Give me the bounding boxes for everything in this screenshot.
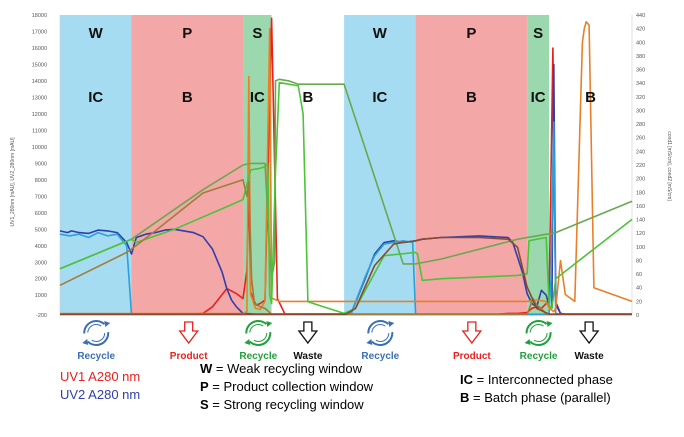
left-tick-label: 2000: [35, 277, 47, 283]
right-tick-label: 340: [636, 81, 645, 87]
phase-band: [527, 15, 550, 315]
phase-band: [60, 15, 132, 315]
mode-label: B: [585, 89, 596, 106]
mode-label: IC: [250, 89, 265, 106]
left-tick-label: 9000: [35, 161, 47, 167]
step-label: Waste: [293, 351, 323, 362]
phase-labels: W IC P B S IC B W IC P B S IC B: [88, 25, 596, 106]
legend-uv1: UV1 A280 nm: [60, 369, 141, 384]
right-tick-label: 20: [636, 299, 642, 305]
window-label: W: [373, 25, 388, 42]
right-tick-label: 320: [636, 95, 645, 101]
right-tick-label: 60: [636, 272, 642, 278]
right-tick-label: 100: [636, 245, 645, 251]
left-tick-label: 6000: [35, 211, 47, 217]
right-tick-label: 180: [636, 190, 645, 196]
down-arrow-icon: [297, 321, 319, 345]
legend-phases: IC = Interconnected phase B = Batch phas…: [460, 371, 613, 407]
right-tick-label: 300: [636, 108, 645, 114]
series-line: [59, 78, 633, 280]
left-tick-label: 12000: [32, 112, 47, 118]
left-tick-label: 11000: [32, 128, 47, 134]
right-tick-label: 240: [636, 149, 645, 155]
series-traces: [59, 17, 633, 316]
right-tick-label: 200: [636, 177, 645, 183]
legend-ic: IC = Interconnected phase: [460, 372, 613, 387]
left-tick-label: 15000: [32, 62, 47, 68]
left-axis-title: UV1_280nm [mAU], UV2_280nm [mAU]: [10, 137, 16, 227]
left-tick-label: 14000: [32, 79, 47, 85]
step-label: Recycle: [520, 351, 558, 362]
step-label: Recycle: [77, 351, 115, 362]
series-line: [59, 81, 633, 315]
down-arrow-icon: [178, 321, 199, 345]
right-tick-label: 40: [636, 286, 642, 292]
right-tick-label: 0: [636, 313, 639, 319]
right-tick-label: 140: [636, 218, 645, 224]
left-tick-label: 4000: [35, 244, 47, 250]
mode-label: IC: [88, 89, 103, 106]
legend-uv2: UV2 A280 nm: [60, 387, 141, 402]
left-tick-label: 8000: [35, 178, 47, 184]
recycle-icon: [366, 320, 395, 346]
right-tick-label: 160: [636, 204, 645, 210]
series-line: [60, 20, 633, 315]
left-tick-label: 7000: [35, 194, 47, 200]
legend-w: W = Weak recycling window: [200, 361, 362, 376]
right-tick-label: 260: [636, 136, 645, 142]
recycle-icon: [82, 320, 111, 346]
window-label: P: [182, 25, 192, 42]
right-tick-label: 220: [636, 163, 645, 169]
left-tick-label: -200: [36, 313, 47, 319]
right-tick-label: 440: [636, 13, 645, 19]
recycle-icon: [244, 320, 273, 346]
window-label: S: [252, 25, 262, 42]
right-tick-label: 400: [636, 40, 645, 46]
right-tick-label: 280: [636, 122, 645, 128]
recycle-icon: [524, 320, 553, 346]
down-arrow-icon: [578, 321, 600, 345]
step-label: Recycle: [239, 351, 277, 362]
right-axis-title: cond1 [mS/cm], cond2 [mS/cm]: [666, 131, 672, 201]
right-tick-label: 360: [636, 68, 645, 74]
step-label: Product: [170, 351, 208, 362]
left-tick-label: 17000: [32, 29, 47, 35]
right-tick-label: 380: [636, 54, 645, 60]
phase-band: [344, 15, 416, 315]
phase-band: [415, 15, 528, 315]
left-tick-label: 1000: [35, 293, 47, 299]
legend-s: S = Strong recycling window: [200, 397, 364, 412]
mode-label: B: [466, 89, 477, 106]
mode-label: B: [302, 89, 313, 106]
series-line: [60, 236, 632, 316]
phase-band: [271, 15, 345, 315]
left-tick-label: 3000: [35, 260, 47, 266]
right-tick-label: 80: [636, 258, 642, 264]
right-tick-label: 120: [636, 231, 645, 237]
step-label: Recycle: [361, 351, 399, 362]
left-tick-label: 13000: [32, 95, 47, 101]
mode-label: IC: [531, 89, 546, 106]
window-label: S: [533, 25, 543, 42]
phase-band: [131, 15, 244, 315]
left-tick-label: 10000: [32, 145, 47, 151]
left-tick-label: 5000: [35, 227, 47, 233]
phase-bands: [60, 15, 632, 315]
step-label: Product: [453, 351, 491, 362]
mode-label: B: [182, 89, 193, 106]
window-label: W: [89, 25, 104, 42]
window-label: P: [466, 25, 476, 42]
left-tick-label: 16000: [32, 46, 47, 52]
right-tick-label: 420: [636, 27, 645, 33]
mode-label: IC: [372, 89, 387, 106]
legend-b: B = Batch phase (parallel): [460, 390, 611, 405]
down-arrow-icon: [461, 321, 483, 345]
left-tick-label: 18000: [32, 13, 47, 19]
legend-windows: W = Weak recycling window P = Product co…: [200, 360, 373, 414]
step-annotations: Recycle Product Recycle Waste Recycle Product…: [77, 320, 605, 362]
step-label: Waste: [575, 351, 605, 362]
legend-p: P = Product collection window: [200, 379, 374, 394]
legend-uv: UV1 A280 nm UV2 A280 nm: [60, 368, 140, 404]
